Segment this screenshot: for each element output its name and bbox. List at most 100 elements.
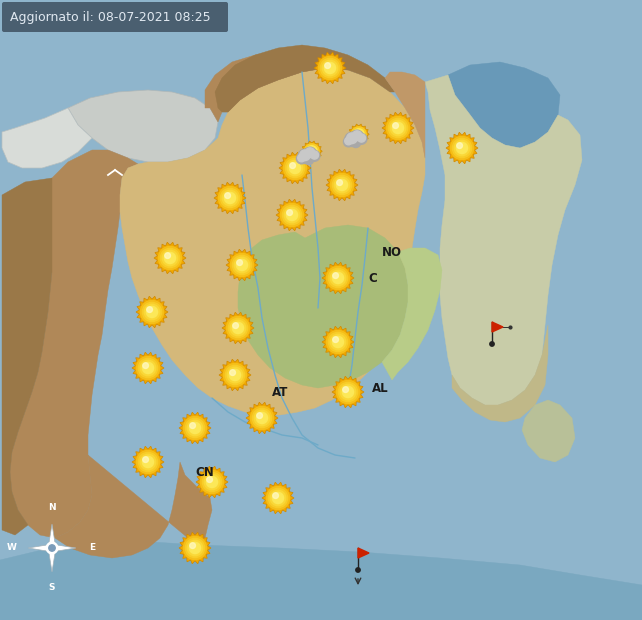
Polygon shape bbox=[358, 548, 369, 558]
Circle shape bbox=[143, 363, 148, 368]
Circle shape bbox=[141, 301, 164, 324]
Circle shape bbox=[254, 410, 270, 426]
Circle shape bbox=[386, 117, 410, 140]
Circle shape bbox=[252, 409, 272, 428]
Circle shape bbox=[225, 365, 245, 384]
Circle shape bbox=[230, 254, 254, 277]
Circle shape bbox=[144, 304, 160, 320]
Circle shape bbox=[186, 418, 205, 438]
Circle shape bbox=[147, 307, 153, 312]
Circle shape bbox=[141, 360, 155, 376]
Circle shape bbox=[286, 158, 304, 177]
Circle shape bbox=[336, 179, 347, 190]
Circle shape bbox=[165, 253, 171, 259]
Circle shape bbox=[190, 542, 195, 549]
Polygon shape bbox=[322, 262, 354, 294]
Polygon shape bbox=[314, 52, 346, 84]
Circle shape bbox=[229, 319, 248, 338]
Circle shape bbox=[290, 162, 295, 169]
Circle shape bbox=[318, 56, 342, 79]
Circle shape bbox=[200, 471, 223, 494]
Polygon shape bbox=[215, 45, 395, 112]
Circle shape bbox=[164, 252, 176, 264]
Circle shape bbox=[146, 306, 157, 317]
Circle shape bbox=[388, 118, 408, 138]
Circle shape bbox=[184, 536, 207, 559]
Polygon shape bbox=[326, 169, 358, 201]
Circle shape bbox=[310, 151, 318, 159]
Circle shape bbox=[331, 174, 354, 197]
Text: NO: NO bbox=[382, 246, 402, 259]
Text: N: N bbox=[48, 503, 56, 513]
Circle shape bbox=[237, 260, 243, 265]
Circle shape bbox=[298, 154, 306, 162]
Circle shape bbox=[290, 162, 300, 174]
Circle shape bbox=[451, 136, 474, 159]
Circle shape bbox=[392, 122, 404, 133]
Polygon shape bbox=[262, 482, 294, 514]
Polygon shape bbox=[246, 402, 278, 434]
Circle shape bbox=[298, 149, 312, 164]
Circle shape bbox=[297, 154, 307, 164]
Circle shape bbox=[143, 456, 153, 467]
Circle shape bbox=[227, 316, 250, 340]
Text: Aggiornato il: 08-07-2021 08:25: Aggiornato il: 08-07-2021 08:25 bbox=[10, 11, 211, 24]
Polygon shape bbox=[179, 532, 211, 564]
Polygon shape bbox=[120, 68, 425, 415]
Circle shape bbox=[184, 417, 207, 440]
Polygon shape bbox=[219, 359, 251, 391]
Polygon shape bbox=[55, 455, 212, 558]
Circle shape bbox=[49, 545, 55, 551]
Circle shape bbox=[456, 143, 462, 148]
Circle shape bbox=[329, 332, 347, 352]
Polygon shape bbox=[425, 75, 582, 405]
Circle shape bbox=[137, 356, 159, 379]
Polygon shape bbox=[179, 412, 211, 444]
Polygon shape bbox=[10, 150, 138, 538]
Circle shape bbox=[227, 367, 243, 383]
Circle shape bbox=[453, 138, 472, 157]
Text: AT: AT bbox=[272, 386, 288, 399]
Circle shape bbox=[333, 337, 343, 348]
Circle shape bbox=[333, 337, 338, 342]
Text: AL: AL bbox=[372, 381, 388, 394]
Circle shape bbox=[304, 147, 317, 160]
Circle shape bbox=[162, 250, 178, 266]
Circle shape bbox=[343, 387, 349, 392]
Circle shape bbox=[455, 140, 470, 156]
Polygon shape bbox=[154, 242, 186, 274]
Circle shape bbox=[331, 270, 345, 286]
Circle shape bbox=[250, 407, 273, 430]
Circle shape bbox=[189, 542, 200, 554]
Polygon shape bbox=[2, 108, 92, 168]
Circle shape bbox=[270, 490, 286, 506]
Text: E: E bbox=[89, 544, 95, 552]
Circle shape bbox=[351, 127, 366, 141]
Circle shape bbox=[286, 210, 298, 221]
Circle shape bbox=[284, 156, 306, 180]
Circle shape bbox=[333, 175, 352, 195]
Circle shape bbox=[272, 492, 284, 503]
Circle shape bbox=[320, 58, 340, 78]
Circle shape bbox=[230, 321, 246, 335]
Polygon shape bbox=[214, 182, 246, 214]
Circle shape bbox=[356, 133, 367, 144]
Circle shape bbox=[304, 144, 319, 159]
Polygon shape bbox=[492, 322, 503, 332]
Circle shape bbox=[257, 413, 263, 418]
Circle shape bbox=[218, 187, 241, 210]
Polygon shape bbox=[382, 112, 414, 144]
Polygon shape bbox=[332, 376, 364, 408]
Polygon shape bbox=[28, 544, 52, 552]
Circle shape bbox=[46, 542, 58, 554]
Circle shape bbox=[223, 363, 247, 386]
Circle shape bbox=[352, 131, 362, 141]
Circle shape bbox=[139, 358, 157, 378]
Circle shape bbox=[187, 540, 203, 556]
Polygon shape bbox=[385, 72, 425, 158]
Circle shape bbox=[356, 568, 360, 572]
Circle shape bbox=[338, 383, 358, 402]
Text: C: C bbox=[368, 272, 377, 285]
Circle shape bbox=[225, 192, 236, 203]
Circle shape bbox=[322, 60, 338, 76]
